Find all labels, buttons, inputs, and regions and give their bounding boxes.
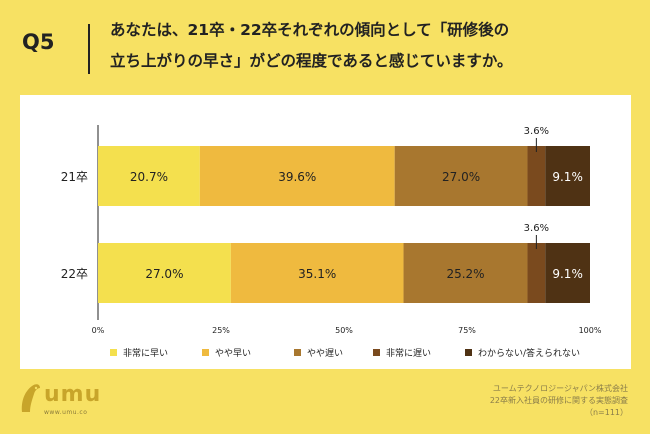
legend-label: 非常に早い — [123, 347, 168, 359]
bar-segment — [98, 243, 231, 303]
data-label: 27.0% — [145, 267, 183, 281]
bar-segment — [545, 146, 590, 206]
bar-segment — [394, 146, 528, 206]
question-line-1: あなたは、21卒・22卒それぞれの傾向として「研修後の — [110, 21, 510, 39]
logo-url: www.umu.co — [44, 409, 88, 416]
x-tick-label: 25% — [212, 326, 230, 335]
bar-segment — [230, 243, 404, 303]
footer-sample-size: （n=111） — [584, 408, 628, 417]
chart-panel: 21卒 20.7% 39.6% 27.0% 3.6% 9.1% 22卒 27.0% 35.1% 2… — [20, 95, 631, 369]
stacked-bar-chart: 21卒 20.7% 39.6% 27.0% 3.6% 9.1% 22卒 27.0% 35.1% 2… — [61, 125, 602, 359]
legend-label: やや早い — [215, 348, 251, 359]
bar-segment — [403, 243, 528, 303]
umu-logo: umu www.umu.co — [18, 382, 128, 422]
data-label: 3.6% — [524, 126, 549, 137]
x-tick-label: 100% — [579, 326, 602, 335]
legend-swatch — [110, 349, 117, 356]
x-tick-label: 0% — [92, 326, 105, 335]
legend-swatch — [294, 349, 301, 356]
bird-logo-icon — [21, 384, 40, 412]
legend-label: わからない/答えられない — [478, 347, 580, 359]
bar-segment — [527, 243, 546, 303]
category-label: 21卒 — [61, 170, 88, 184]
question-line-2: 立ち上がりの早さ」がどの程度であると感じていますか。 — [110, 52, 513, 70]
footer-company: ユームテクノロジージャパン株式会社 — [492, 384, 628, 393]
data-label: 39.6% — [278, 170, 316, 184]
legend-swatch — [465, 349, 472, 356]
data-label: 27.0% — [442, 170, 480, 184]
data-label: 9.1% — [552, 170, 583, 184]
category-label: 22卒 — [61, 267, 88, 281]
legend-label: 非常に遅い — [386, 347, 431, 359]
question-number: Q5 — [22, 30, 55, 54]
data-label: 20.7% — [130, 170, 168, 184]
x-tick-label: 50% — [335, 326, 353, 335]
question-text: あなたは、21卒・22卒それぞれの傾向として「研修後の 立ち上がりの早さ」がどの… — [110, 15, 630, 77]
data-label: 25.2% — [446, 267, 484, 281]
data-label: 35.1% — [298, 267, 336, 281]
legend-swatch — [202, 349, 209, 356]
data-label: 3.6% — [524, 223, 549, 234]
data-label: 9.1% — [552, 267, 583, 281]
x-tick-label: 75% — [458, 326, 476, 335]
bar-segment — [545, 243, 590, 303]
bar-segment — [199, 146, 395, 206]
header-divider — [88, 24, 90, 74]
footer-credit: ユームテクノロジージャパン株式会社 22卒新入社員の研修に関する実態調査 （n=… — [490, 383, 628, 419]
footer-survey: 22卒新入社員の研修に関する実態調査 — [489, 396, 628, 405]
legend-label: やや遅い — [307, 348, 343, 359]
bar-segment — [98, 146, 200, 206]
legend-swatch — [373, 349, 380, 356]
bar-segment — [527, 146, 546, 206]
logo-wordmark: umu — [44, 382, 102, 407]
